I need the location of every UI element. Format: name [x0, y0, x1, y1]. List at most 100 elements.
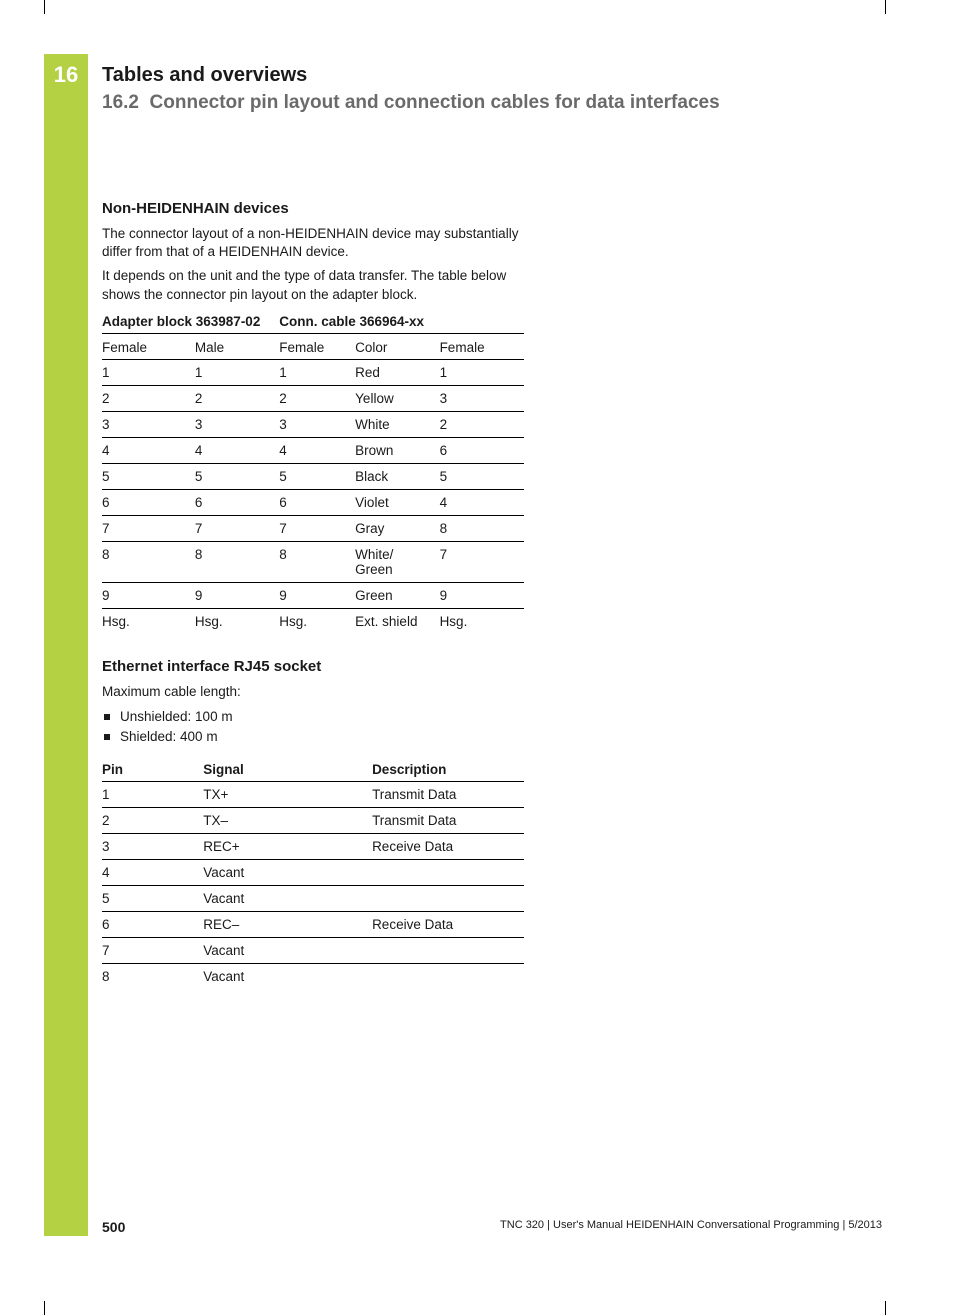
section-number: 16.2: [102, 92, 139, 113]
table-cell: 8: [102, 963, 203, 989]
table-cell: 5: [440, 463, 524, 489]
table-row: 333White2: [102, 411, 524, 437]
table-cell: Vacant: [203, 963, 372, 989]
table-cell: 3: [102, 833, 203, 859]
table-cell: REC+: [203, 833, 372, 859]
table-column-header: Female: [102, 333, 195, 359]
table-cell: Transmit Data: [372, 807, 524, 833]
table-cell: 5: [102, 885, 203, 911]
table-row: 555Black5: [102, 463, 524, 489]
table-row: 222Yellow3: [102, 385, 524, 411]
table-column-header: Signal: [203, 758, 372, 782]
table-cell: 6: [440, 437, 524, 463]
table-cell: Hsg.: [279, 608, 355, 634]
subheading-non-heidenhain: Non-HEIDENHAIN devices: [102, 200, 532, 217]
paragraph: The connector layout of a non-HEIDENHAIN…: [102, 225, 532, 261]
crop-mark: [44, 1301, 45, 1315]
table-cell: [372, 885, 524, 911]
table-cell: 2: [102, 385, 195, 411]
table-cell: 7: [195, 515, 279, 541]
table-row: 3REC+Receive Data: [102, 833, 524, 859]
table-column-header: Pin: [102, 758, 203, 782]
table-cell: 2: [195, 385, 279, 411]
chapter-accent-strip: [44, 54, 88, 1236]
table-cell: 1: [195, 359, 279, 385]
table-cell: 2: [102, 807, 203, 833]
table-cell: 6: [195, 489, 279, 515]
table-cell: Receive Data: [372, 833, 524, 859]
crop-mark: [885, 0, 886, 14]
table-cell: 5: [102, 463, 195, 489]
page: 16 Tables and overviews 16.2 Connector p…: [0, 0, 954, 1315]
footer-text: TNC 320 | User's Manual HEIDENHAIN Conve…: [500, 1219, 882, 1231]
table-row: 8Vacant: [102, 963, 524, 989]
table-cell: [372, 859, 524, 885]
table-row: 6REC–Receive Data: [102, 911, 524, 937]
table-row: 7Vacant: [102, 937, 524, 963]
table-cell: Ext. shield: [355, 608, 439, 634]
table-cell: Black: [355, 463, 439, 489]
table-row: 111Red1: [102, 359, 524, 385]
list-item: Shielded: 400 m: [102, 727, 532, 747]
table-cell: 3: [279, 411, 355, 437]
table-cell: 9: [102, 582, 195, 608]
table-header-group: Conn. cable 366964-xx: [279, 310, 524, 334]
table-cell: 5: [279, 463, 355, 489]
list-item: Unshielded: 100 m: [102, 707, 532, 727]
table-cell: 4: [102, 437, 195, 463]
table-cell: Hsg.: [440, 608, 524, 634]
table-header-group: Adapter block 363987-02: [102, 310, 279, 334]
chapter-title: Tables and overviews: [102, 64, 307, 87]
crop-mark: [885, 1301, 886, 1315]
table-column-header: Female: [279, 333, 355, 359]
table-cell: White: [355, 411, 439, 437]
table-cell: 4: [279, 437, 355, 463]
table-cell: 1: [440, 359, 524, 385]
table-row: 4Vacant: [102, 859, 524, 885]
paragraph: It depends on the unit and the type of d…: [102, 267, 532, 303]
table-cell: 8: [440, 515, 524, 541]
table-cell: 5: [195, 463, 279, 489]
table-cell: [372, 963, 524, 989]
table-cell: 7: [440, 541, 524, 582]
paragraph: Maximum cable length:: [102, 683, 532, 701]
table-cell: 4: [440, 489, 524, 515]
table-cell: 6: [102, 489, 195, 515]
table-cell: 8: [279, 541, 355, 582]
table-cell: Vacant: [203, 859, 372, 885]
table-row: 666Violet4: [102, 489, 524, 515]
table-cell: Red: [355, 359, 439, 385]
table-cell: White/ Green: [355, 541, 439, 582]
table-cell: Hsg.: [195, 608, 279, 634]
table-cell: 2: [279, 385, 355, 411]
table-cell: 2: [440, 411, 524, 437]
ethernet-pin-table: PinSignalDescription 1TX+Transmit Data2T…: [102, 758, 524, 989]
table-row: 2TX–Transmit Data: [102, 807, 524, 833]
table-column-header: Female: [440, 333, 524, 359]
table-cell: TX–: [203, 807, 372, 833]
table-cell: Vacant: [203, 885, 372, 911]
table-column-header: Description: [372, 758, 524, 782]
table-cell: 9: [279, 582, 355, 608]
table-row: Hsg.Hsg.Hsg.Ext. shieldHsg.: [102, 608, 524, 634]
content-column: Non-HEIDENHAIN devices The connector lay…: [102, 200, 532, 1013]
table-cell: 8: [102, 541, 195, 582]
table-cell: TX+: [203, 781, 372, 807]
table-cell: 3: [102, 411, 195, 437]
table-cell: 7: [102, 515, 195, 541]
section-heading: Connector pin layout and connection cabl…: [150, 92, 720, 113]
table-row: 888White/ Green7: [102, 541, 524, 582]
table-row: 777Gray8: [102, 515, 524, 541]
table-column-header: Male: [195, 333, 279, 359]
table-cell: Hsg.: [102, 608, 195, 634]
table-cell: Gray: [355, 515, 439, 541]
table-cell: 9: [195, 582, 279, 608]
table-cell: 8: [195, 541, 279, 582]
chapter-number: 16: [44, 62, 88, 88]
table-cell: Brown: [355, 437, 439, 463]
table-cell: 9: [440, 582, 524, 608]
table-cell: [372, 937, 524, 963]
table-cell: Receive Data: [372, 911, 524, 937]
table-cell: 4: [102, 859, 203, 885]
bullet-list: Unshielded: 100 mShielded: 400 m: [102, 707, 532, 748]
